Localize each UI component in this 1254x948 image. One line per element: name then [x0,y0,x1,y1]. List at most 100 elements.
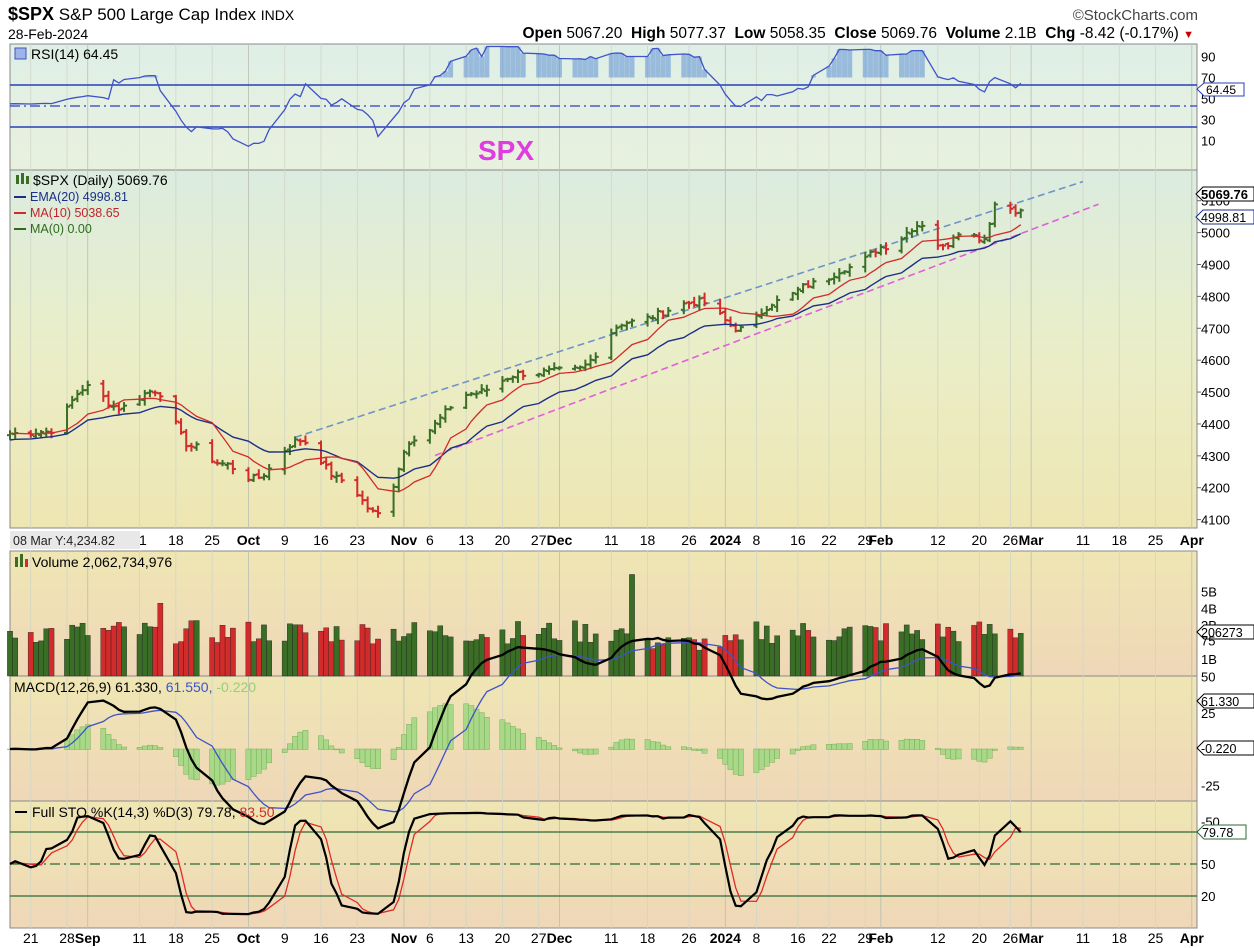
volume-bar [551,638,558,677]
macd-histogram-bar [722,748,729,765]
macd-histogram-bar [116,744,122,750]
macd-histogram-bar [655,741,661,750]
volume-bar [69,624,76,677]
macd-tick-label: 25 [1201,706,1215,721]
price-tick-label: 5000 [1201,226,1230,241]
price-bar [976,232,983,244]
volume-bar [986,624,993,677]
macd-histogram-bar [919,740,926,750]
macd-histogram-bar [795,748,801,751]
volume-bar [328,641,335,677]
macd-histogram-bar [800,746,806,750]
crosshair-readout: 08 Mar Y:4,234.82 [13,534,115,548]
volume-bar [582,624,589,677]
volume-bar [395,640,402,677]
volume-legend: Volume 2,062,734,976 [32,554,172,570]
chg-value: -8.42 (-0.17%) [1079,25,1179,42]
volume-bar [732,634,739,677]
price-tick-label: 4700 [1201,321,1230,336]
price-bar [768,303,775,311]
macd-histogram-bar [84,724,91,750]
volume-bar [484,637,490,677]
price-tick-label: 4800 [1201,289,1230,304]
volume-bar [504,643,511,677]
volume-tick-label: 1B [1201,652,1217,667]
volume-bar [390,628,397,677]
volume-bar [753,621,760,677]
high-value: 5077.37 [669,25,726,42]
volume-bar [245,621,252,677]
volume-bar [333,626,340,677]
price-tick-label: 4200 [1201,481,1230,496]
macd-histogram-bar [152,745,158,750]
price-tick-label: 4100 [1201,513,1230,528]
macd-histogram-bar [292,735,298,750]
macd-histogram-bar [758,748,765,770]
macd-histogram-bar [390,748,397,760]
macd-histogram-bar [224,748,231,782]
spx-annotation: SPX [478,135,534,166]
middle-axis-label: 29 [857,532,873,548]
volume-bar [121,626,127,677]
macd-histogram-bar [867,739,874,750]
macd-histogram-bar [691,748,698,751]
macd-legend-c: -0.220 [216,679,256,695]
price-bar [794,286,801,300]
volume-bars [7,574,1024,677]
volume-bar [411,622,418,677]
sto-tick-label: 50 [1201,857,1215,872]
macd-histogram-bar [401,734,407,750]
volume-bar [147,626,153,677]
volume-bar [12,637,18,677]
macd-histogram-bar [940,748,946,755]
macd-histogram-bar [110,739,117,750]
macd-histogram-bar [872,739,879,750]
macd-histogram-bar [950,748,957,760]
macd-histogram-bar [577,748,583,754]
volume-bar [359,624,366,677]
price-bar [499,376,506,393]
macd-histogram-bar [230,748,236,780]
middle-axis-label: 27 [531,532,547,548]
macd-histogram-bar [484,717,490,750]
macd-histogram-bar [256,748,262,774]
sto-tag: 79.78 [1196,824,1247,840]
macd-histogram-bar [618,739,625,750]
macd-histogram-bar [763,748,770,767]
bottom-axis-label: Apr [1180,930,1205,946]
bottom-axis-label: Dec [547,930,573,946]
bottom-axis-label: Nov [391,930,418,946]
sto-k-line [9,811,1022,916]
volume-bar [795,635,801,677]
volume-bar [7,631,13,677]
volume-bar [691,639,698,677]
middle-axis-label: Nov [391,532,418,548]
macd-histogram-bar [250,748,257,777]
price-bar [146,389,153,398]
volume-bar [686,637,692,677]
macd-histogram-bar [395,747,402,750]
volume-bar [940,636,946,677]
macd-histogram-bar [121,746,127,750]
price-tick-label: 4400 [1201,417,1230,432]
volume-bar [914,630,920,677]
price-bar [229,459,236,475]
macd-histogram-bar [878,739,884,750]
macd-histogram-bar [447,704,454,750]
price-tick-label: 4900 [1201,257,1230,272]
price-bar [400,449,407,473]
volume-bar [354,640,361,677]
volume-bar [292,624,298,677]
bottom-axis-label: 11 [604,930,619,946]
price-bar [411,435,418,447]
macd-tag-text: 61.330 [1201,695,1239,709]
close-label: Close [834,25,877,42]
macd-histogram-bar [727,748,734,770]
bottom-axis-label: 21 [23,930,39,946]
volume-bar [38,640,44,677]
macd-histogram-bar [572,748,578,752]
price-bar [991,201,998,228]
price-legend: $SPX (Daily) 5069.76 EMA(20) 4998.81 MA(… [14,172,168,236]
